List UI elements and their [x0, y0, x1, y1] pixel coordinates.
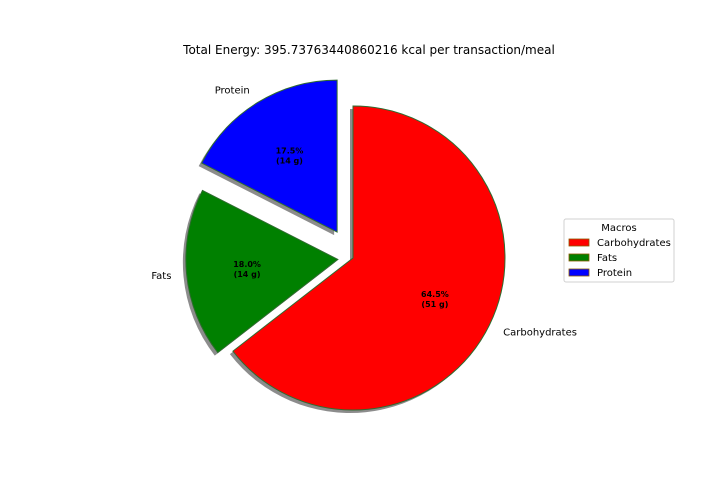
slice-grams-protein: (14 g): [276, 156, 303, 165]
legend-label-carbohydrates: Carbohydrates: [597, 238, 671, 249]
slice-grams-carbohydrates: (51 g): [421, 300, 448, 309]
slice-carbohydrates: [232, 105, 506, 411]
legend-title: Macros: [601, 223, 636, 234]
slice-fats: [185, 189, 339, 354]
legend-label-fats: Fats: [597, 253, 617, 264]
legend-frame: [563, 218, 675, 283]
slice-grams-fats: (14 g): [234, 270, 261, 279]
legend-label-protein: Protein: [597, 268, 632, 279]
legend-swatch-fats: [568, 253, 590, 262]
legend-entries: Carbohydrates Fats Protein: [568, 238, 671, 279]
slice-label-carbohydrates: Carbohydrates: [503, 328, 577, 339]
slice-percent-carbohydrates: 64.5%: [421, 290, 449, 299]
slice-percent-fats: 18.0%: [233, 260, 261, 269]
slice-label-fats: Fats: [151, 271, 171, 282]
legend-swatch-carbohydrates: [568, 238, 590, 247]
legend-swatch-protein: [568, 268, 590, 277]
slice-protein: [201, 79, 338, 233]
slice-percent-protein: 17.5%: [276, 146, 304, 155]
legend: Macros Carbohydrates Fats Protein: [563, 218, 675, 283]
slice-label-protein: Protein: [215, 86, 250, 97]
pie-slices: [185, 79, 506, 411]
chart-title: Total Energy: 395.73763440860216 kcal pe…: [182, 43, 555, 57]
